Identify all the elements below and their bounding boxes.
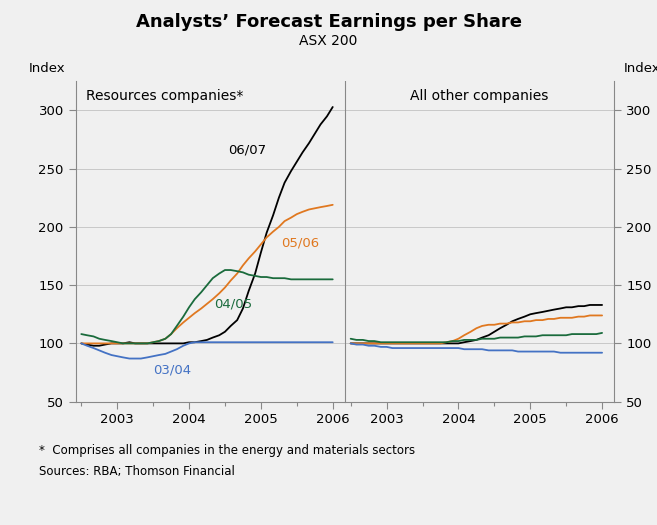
Text: 04/05: 04/05 xyxy=(214,297,252,310)
Text: All other companies: All other companies xyxy=(411,89,549,103)
Text: Index: Index xyxy=(623,62,657,75)
Text: *  Comprises all companies in the energy and materials sectors: * Comprises all companies in the energy … xyxy=(39,444,415,457)
Text: Analysts’ Forecast Earnings per Share: Analysts’ Forecast Earnings per Share xyxy=(135,13,522,31)
Text: ASX 200: ASX 200 xyxy=(300,34,357,48)
Text: Index: Index xyxy=(28,62,65,75)
Text: 06/07: 06/07 xyxy=(229,143,267,156)
Text: Resources companies*: Resources companies* xyxy=(86,89,244,103)
Text: Sources: RBA; Thomson Financial: Sources: RBA; Thomson Financial xyxy=(39,465,235,478)
Text: 05/06: 05/06 xyxy=(281,237,319,250)
Text: 03/04: 03/04 xyxy=(153,364,191,376)
